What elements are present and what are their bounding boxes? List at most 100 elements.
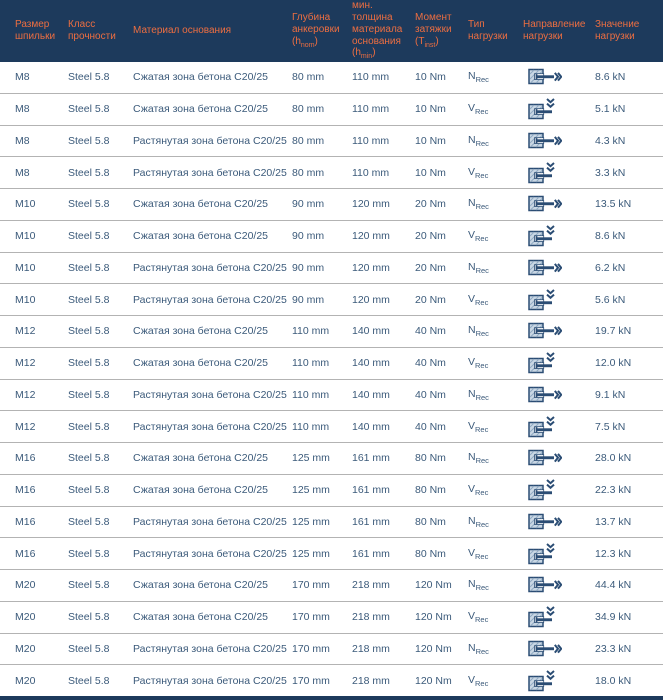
min-thickness-cell: 140 mm — [352, 420, 390, 433]
strength-class-cell: Steel 5.8 — [68, 357, 110, 370]
min-thickness-cell: 110 mm — [352, 166, 390, 179]
torque-cell: 80 Nm — [415, 515, 446, 528]
strength-class-cell: Steel 5.8 — [68, 420, 110, 433]
base-material-cell: Растянутая зона бетона C20/25 — [133, 134, 287, 147]
stud-size-cell: M16 — [15, 484, 36, 497]
stud-size-cell: M8 — [15, 166, 30, 179]
strength-class-cell: Steel 5.8 — [68, 388, 110, 401]
stud-size-cell: M16 — [15, 452, 36, 465]
anchoring-depth-cell: 125 mm — [292, 515, 330, 528]
load-type-cell: NRec — [468, 197, 489, 212]
anchoring-depth-cell: 110 mm — [292, 420, 330, 433]
load-value-cell: 12.0 kN — [595, 357, 632, 370]
header-cell-min-thickness: мин. толщина материала основания (hmin) — [352, 0, 415, 61]
base-material-cell: Растянутая зона бетона C20/25 — [133, 420, 287, 433]
anchor-shear-load-icon — [523, 415, 595, 438]
anchoring-depth-cell: 90 mm — [292, 261, 325, 274]
torque-cell: 120 Nm — [415, 674, 452, 687]
base-material-cell: Растянутая зона бетона C20/25 — [133, 515, 287, 528]
stud-size-cell: M10 — [15, 230, 36, 243]
anchor-axial-load-icon — [523, 258, 595, 278]
table-row: M8 Steel 5.8 Сжатая зона бетона C20/25 80 m… — [0, 92, 663, 125]
anchor-axial-load-icon — [523, 639, 595, 659]
load-value-cell: 23.3 kN — [595, 642, 632, 655]
strength-class-cell: Steel 5.8 — [68, 325, 110, 338]
anchoring-depth-cell: 80 mm — [292, 103, 325, 116]
load-value-cell: 6.2 kN — [595, 261, 626, 274]
table-row: M12 Steel 5.8 Растянутая зона бетона C20/2… — [0, 410, 663, 442]
anchor-axial-load-icon — [523, 575, 595, 595]
anchoring-depth-cell: 170 mm — [292, 579, 330, 592]
stud-size-cell: M8 — [15, 103, 30, 116]
base-material-cell: Растянутая зона бетона C20/25 — [133, 388, 287, 401]
base-material-cell: Сжатая зона бетона C20/25 — [133, 198, 269, 211]
load-value-cell: 13.5 kN — [595, 198, 632, 211]
base-material-cell: Сжатая зона бетона C20/25 — [133, 230, 269, 243]
anchoring-depth-cell: 125 mm — [292, 452, 330, 465]
anchor-shear-load-icon — [523, 225, 595, 247]
anchor-shear-load-icon — [523, 669, 595, 692]
strength-class-cell: Steel 5.8 — [68, 71, 110, 84]
torque-cell: 120 Nm — [415, 642, 452, 655]
min-thickness-cell: 218 mm — [352, 674, 390, 687]
stud-size-cell: M12 — [15, 325, 36, 338]
strength-class-cell: Steel 5.8 — [68, 103, 110, 116]
strength-class-cell: Steel 5.8 — [68, 134, 110, 147]
load-value-cell: 8.6 kN — [595, 230, 626, 243]
table-bottom-border — [0, 696, 663, 700]
stud-size-cell: M8 — [15, 134, 30, 147]
stud-size-cell: M8 — [15, 71, 30, 84]
load-value-cell: 19.7 kN — [595, 325, 632, 338]
table-row: M8 Steel 5.8 Растянутая зона бетона C20/25… — [0, 124, 663, 157]
strength-class-cell: Steel 5.8 — [68, 579, 110, 592]
torque-cell: 120 Nm — [415, 579, 452, 592]
table-row: M20 Steel 5.8 Растянутая зона бетона C20/2… — [0, 664, 663, 696]
load-type-cell: NRec — [468, 451, 489, 466]
anchoring-depth-cell: 80 mm — [292, 71, 325, 84]
anchor-axial-load-icon — [523, 321, 595, 341]
min-thickness-cell: 218 mm — [352, 642, 390, 655]
strength-class-cell: Steel 5.8 — [68, 547, 110, 560]
table-row: M12 Steel 5.8 Сжатая зона бетона C20/25 110… — [0, 346, 663, 379]
anchoring-depth-cell: 170 mm — [292, 642, 330, 655]
table-row: M10 Steel 5.8 Растянутая зона бетона C20/2… — [0, 283, 663, 315]
load-value-cell: 44.4 kN — [595, 579, 632, 592]
anchor-shear-load-icon — [523, 606, 595, 628]
table-row: M16 Steel 5.8 Растянутая зона бетона C20/2… — [0, 505, 663, 538]
header-cell-torque: Момент затяжки (Tinst) — [415, 12, 468, 50]
strength-class-cell: Steel 5.8 — [68, 230, 110, 243]
anchoring-depth-cell: 90 mm — [292, 230, 325, 243]
stud-size-cell: M20 — [15, 642, 36, 655]
min-thickness-cell: 161 mm — [352, 547, 390, 560]
torque-cell: 20 Nm — [415, 293, 446, 306]
torque-cell: 40 Nm — [415, 388, 446, 401]
torque-cell: 20 Nm — [415, 230, 446, 243]
load-value-cell: 8.6 kN — [595, 71, 626, 84]
anchoring-depth-cell: 170 mm — [292, 674, 330, 687]
anchor-axial-load-icon — [523, 512, 595, 532]
load-type-cell: VRec — [468, 483, 489, 498]
stud-size-cell: M12 — [15, 420, 36, 433]
load-value-cell: 5.1 kN — [595, 103, 626, 116]
torque-cell: 10 Nm — [415, 134, 446, 147]
load-value-cell: 18.0 kN — [595, 674, 632, 687]
anchor-shear-load-icon — [523, 352, 595, 374]
anchor-axial-load-icon — [523, 385, 595, 405]
min-thickness-cell: 120 mm — [352, 230, 390, 243]
torque-cell: 20 Nm — [415, 261, 446, 274]
stud-size-cell: M16 — [15, 515, 36, 528]
base-material-cell: Сжатая зона бетона C20/25 — [133, 579, 269, 592]
strength-class-cell: Steel 5.8 — [68, 674, 110, 687]
torque-cell: 80 Nm — [415, 452, 446, 465]
base-material-cell: Сжатая зона бетона C20/25 — [133, 103, 269, 116]
load-type-cell: VRec — [468, 673, 489, 688]
min-thickness-cell: 218 mm — [352, 579, 390, 592]
table-row: M10 Steel 5.8 Сжатая зона бетона C20/25 90 … — [0, 219, 663, 252]
strength-class-cell: Steel 5.8 — [68, 198, 110, 211]
table-row: M12 Steel 5.8 Сжатая зона бетона C20/25 110… — [0, 315, 663, 347]
anchor-axial-load-icon — [523, 67, 595, 87]
anchoring-depth-cell: 110 mm — [292, 388, 330, 401]
min-thickness-cell: 140 mm — [352, 325, 390, 338]
load-value-cell: 13.7 kN — [595, 515, 632, 528]
